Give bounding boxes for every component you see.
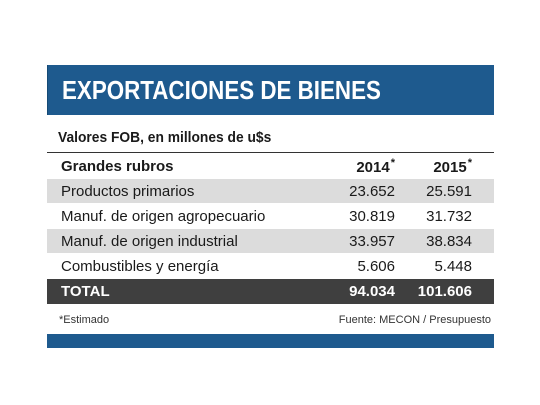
value-2014: 30.819: [307, 203, 407, 229]
table-row: Manuf. de origen industrial 33.957 38.83…: [47, 228, 494, 254]
column-header-label: 2014: [356, 158, 390, 176]
row-label: Manuf. de origen agropecuario: [47, 203, 307, 229]
value-2014: 23.652: [307, 179, 407, 204]
footnote: *Estimado: [59, 314, 110, 326]
estimate-mark: *: [390, 156, 395, 169]
row-label: Manuf. de origen industrial: [47, 228, 307, 254]
value-2015: 25.591: [407, 179, 494, 204]
title-bar: EXPORTACIONES DE BIENES: [47, 65, 494, 115]
table-row: Productos primarios 23.652 25.591: [47, 179, 494, 204]
total-row: TOTAL 94.034 101.606: [47, 278, 494, 304]
table-row: Combustibles y energía 5.606 5.448: [47, 253, 494, 279]
value-2015: 38.834: [407, 228, 494, 254]
row-label: Combustibles y energía: [47, 253, 307, 279]
table-row: Manuf. de origen agropecuario 30.819 31.…: [47, 203, 494, 229]
column-header-label: Grandes rubros: [61, 157, 174, 175]
bottom-bar: [47, 334, 494, 348]
estimate-mark: *: [467, 156, 472, 169]
value-2014: 5.606: [307, 253, 407, 279]
column-header-rubros: Grandes rubros: [47, 153, 307, 180]
total-2015: 101.606: [407, 278, 494, 304]
value-2015: 5.448: [407, 253, 494, 279]
value-2015: 31.732: [407, 203, 494, 229]
column-header-label: 2015: [433, 158, 467, 176]
total-label: TOTAL: [47, 278, 307, 304]
row-label: Productos primarios: [47, 179, 307, 204]
column-header-2014: 2014*: [307, 153, 407, 180]
table-header-row: Grandes rubros 2014* 2015*: [47, 152, 494, 180]
exports-panel: EXPORTACIONES DE BIENES Valores FOB, en …: [47, 65, 494, 348]
source-note: Fuente: MECON / Presupuesto: [338, 314, 491, 326]
notes: *Estimado Fuente: MECON / Presupuesto: [47, 314, 494, 326]
value-2014: 33.957: [307, 228, 407, 254]
total-2014: 94.034: [307, 278, 407, 304]
subtitle: Valores FOB, en millones de u$s: [58, 129, 272, 146]
column-header-2015: 2015*: [407, 153, 494, 180]
exports-table: Grandes rubros 2014* 2015* Productos pri…: [47, 152, 494, 304]
page-title: EXPORTACIONES DE BIENES: [62, 74, 381, 105]
